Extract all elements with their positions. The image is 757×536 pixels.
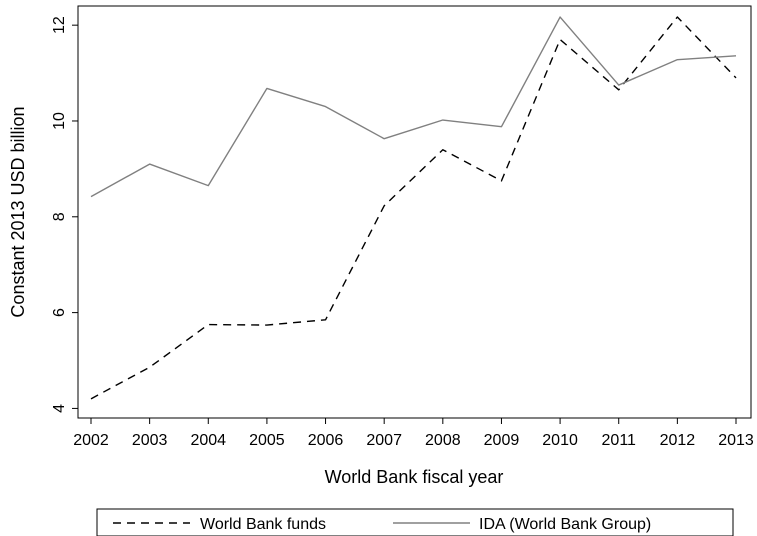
plot-frame: [77, 5, 752, 419]
y-tick-label: 6: [51, 308, 68, 317]
y-axis: 4 6 8 10 12: [51, 16, 78, 413]
y-tick-label: 4: [51, 404, 68, 413]
x-tick-label: 2010: [542, 432, 578, 449]
x-axis: 2002 2003 2004 2005 2006 2007 2008 2009 2010 2011…: [73, 418, 754, 449]
legend-label-ida: IDA (World Bank Group): [479, 516, 651, 533]
series-line-world-bank-funds: [90, 16, 737, 400]
x-tick-label: 2013: [718, 432, 754, 449]
x-tick-label: 2006: [308, 432, 344, 449]
y-tick-label: 8: [51, 212, 68, 221]
x-tick-label: 2002: [73, 432, 109, 449]
y-tick-label: 10: [51, 112, 68, 130]
y-tick-label: 12: [51, 16, 68, 34]
x-axis-title: World Bank fiscal year: [325, 467, 504, 487]
x-tick-label: 2007: [366, 432, 402, 449]
x-tick-label: 2003: [132, 432, 168, 449]
x-tick-label: 2011: [602, 432, 637, 449]
x-tick-label: 2008: [425, 432, 461, 449]
y-axis-title: Constant 2013 USD billion: [8, 106, 28, 317]
x-tick-label: 2009: [484, 432, 520, 449]
legend-box: [96, 508, 734, 536]
series-lines: [90, 16, 737, 400]
x-tick-label: 2005: [249, 432, 285, 449]
legend: World Bank funds IDA (World Bank Group): [96, 508, 734, 536]
x-tick-label: 2004: [190, 432, 226, 449]
legend-label-world-bank-funds: World Bank funds: [200, 516, 326, 533]
series-line-ida: [90, 16, 737, 198]
x-tick-label: 2012: [660, 432, 696, 449]
